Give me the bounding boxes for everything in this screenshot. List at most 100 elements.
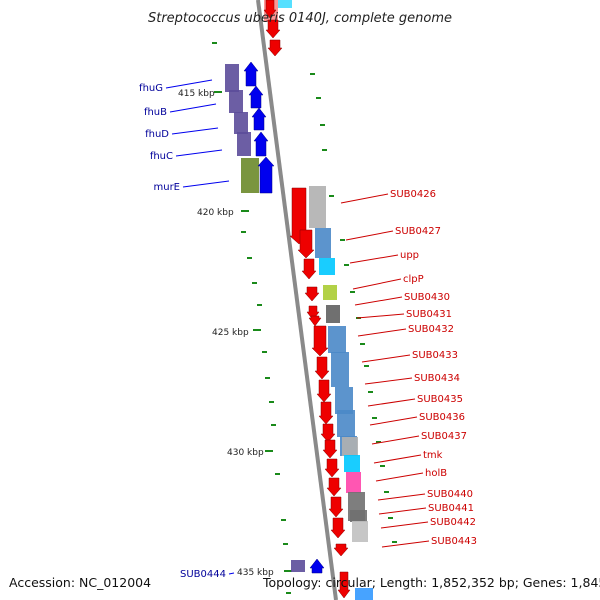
gene-leader-line: [175, 149, 223, 157]
reverse-gene-arrow[interactable]: [333, 543, 349, 557]
gene-label-SUB0434[interactable]: SUB0434: [414, 373, 460, 384]
scale-label: 415 kbp: [178, 89, 215, 99]
forward-gene-arrow[interactable]: [251, 107, 267, 131]
gene-leader-line: [367, 398, 416, 407]
gene-label-SUB0426[interactable]: SUB0426: [390, 189, 436, 200]
gene-leader-line: [357, 328, 407, 337]
gene-label-SUB0430[interactable]: SUB0430: [404, 292, 450, 303]
gene-leader-line: [356, 313, 405, 319]
gene-label-murE[interactable]: murE: [153, 182, 180, 193]
cog-category-block: [328, 326, 346, 353]
accession-label: Accession: NC_012004: [9, 575, 152, 590]
forward-gene-arrow[interactable]: [248, 85, 264, 109]
forward-gene-arrow[interactable]: [257, 156, 275, 194]
gene-leader-line: [380, 521, 429, 529]
gene-leader-line: [371, 435, 420, 445]
gene-label-SUB0432[interactable]: SUB0432: [408, 324, 454, 335]
gene-leader-line: [377, 493, 426, 501]
gene-label-SUB0443[interactable]: SUB0443: [431, 536, 477, 547]
gene-leader-line: [369, 416, 418, 426]
gene-label-tmk[interactable]: tmk: [423, 450, 443, 461]
scale-label: 435 kbp: [237, 568, 274, 578]
reverse-gene-arrow[interactable]: [316, 379, 332, 403]
gene-label-SUB0435[interactable]: SUB0435: [417, 394, 463, 405]
gene-leader-line: [349, 254, 399, 264]
gene-label-holB[interactable]: holB: [425, 468, 447, 479]
gene-label-fhuG[interactable]: fhuG: [139, 83, 163, 94]
gene-leader-line: [354, 296, 403, 306]
scale-label: 425 kbp: [212, 328, 249, 338]
cog-category-block: [323, 285, 337, 300]
cog-category-block: [342, 437, 358, 456]
forward-gene-arrow[interactable]: [243, 61, 259, 87]
genome-summary: Topology: circular; Length: 1,852,352 bp…: [263, 575, 600, 590]
reverse-gene-arrow[interactable]: [320, 423, 336, 443]
reverse-gene-arrow[interactable]: [265, 19, 281, 39]
reverse-gene-arrow[interactable]: [297, 229, 315, 259]
cog-category-block: [315, 228, 331, 258]
gene-label-SUB0427[interactable]: SUB0427: [395, 226, 441, 237]
reverse-gene-arrow[interactable]: [328, 496, 344, 518]
cog-category-block: [309, 186, 326, 228]
cog-category-block: [344, 455, 360, 472]
gene-leader-line: [182, 180, 230, 188]
cog-category-block: [234, 112, 248, 134]
gene-label-SUB0440[interactable]: SUB0440: [427, 489, 473, 500]
gene-label-SUB0444[interactable]: SUB0444: [180, 569, 226, 580]
cog-category-block: [337, 410, 355, 437]
gene-label-upp[interactable]: upp: [400, 250, 419, 261]
genome-backbone: [256, 0, 338, 600]
reverse-gene-arrow[interactable]: [304, 286, 320, 302]
reverse-gene-arrow[interactable]: [337, 571, 351, 599]
reverse-gene-arrow[interactable]: [330, 517, 346, 539]
reverse-gene-arrow[interactable]: [311, 325, 329, 357]
forward-gene-arrow[interactable]: [309, 558, 325, 574]
gene-leader-line: [345, 230, 394, 241]
cog-category-block: [335, 387, 353, 414]
gene-label-clpP[interactable]: clpP: [403, 274, 424, 285]
cog-category-block: [350, 510, 367, 522]
gene-label-fhuB[interactable]: fhuB: [144, 107, 167, 118]
cog-category-block: [237, 132, 251, 156]
cog-category-block: [352, 521, 368, 542]
gene-label-fhuD[interactable]: fhuD: [145, 129, 169, 140]
gene-leader-line: [361, 354, 411, 363]
gene-leader-line: [373, 454, 422, 464]
cog-category-block: [229, 90, 243, 113]
gene-leader-line: [375, 472, 424, 482]
gene-leader-line: [378, 507, 427, 515]
reverse-gene-arrow[interactable]: [301, 258, 317, 280]
cog-category-block: [319, 258, 335, 275]
gene-leader-line: [364, 377, 413, 385]
gene-label-SUB0431[interactable]: SUB0431: [406, 309, 452, 320]
cog-category-block: [291, 560, 305, 572]
cog-category-block: [241, 158, 259, 193]
gene-leader-line: [171, 127, 219, 135]
gene-leader-line: [165, 79, 213, 89]
gene-label-SUB0433[interactable]: SUB0433: [412, 350, 458, 361]
cog-category-block: [278, 0, 292, 8]
reverse-gene-arrow[interactable]: [322, 439, 338, 459]
forward-gene-arrow[interactable]: [253, 131, 269, 157]
gene-label-fhuC[interactable]: fhuC: [150, 151, 173, 162]
reverse-gene-arrow[interactable]: [267, 39, 283, 57]
cog-category-block: [355, 588, 373, 600]
reverse-gene-arrow[interactable]: [324, 458, 340, 478]
reverse-gene-arrow[interactable]: [263, 0, 277, 19]
gene-label-SUB0442[interactable]: SUB0442: [430, 517, 476, 528]
map-title: Streptococcus uberis 0140J, complete gen…: [148, 11, 452, 26]
reverse-gene-arrow[interactable]: [308, 315, 322, 327]
reverse-gene-arrow[interactable]: [314, 356, 330, 380]
gene-leader-line: [228, 572, 235, 575]
cog-category-block: [225, 64, 239, 92]
scale-label: 430 kbp: [227, 448, 264, 458]
gene-label-SUB0436[interactable]: SUB0436: [419, 412, 465, 423]
gene-label-SUB0441[interactable]: SUB0441: [428, 503, 474, 514]
scale-label: 420 kbp: [197, 208, 234, 218]
gene-leader-line: [169, 103, 217, 113]
cog-category-block: [346, 472, 361, 493]
reverse-gene-arrow[interactable]: [326, 477, 342, 497]
reverse-gene-arrow[interactable]: [318, 401, 334, 425]
gene-label-SUB0437[interactable]: SUB0437: [421, 431, 467, 442]
